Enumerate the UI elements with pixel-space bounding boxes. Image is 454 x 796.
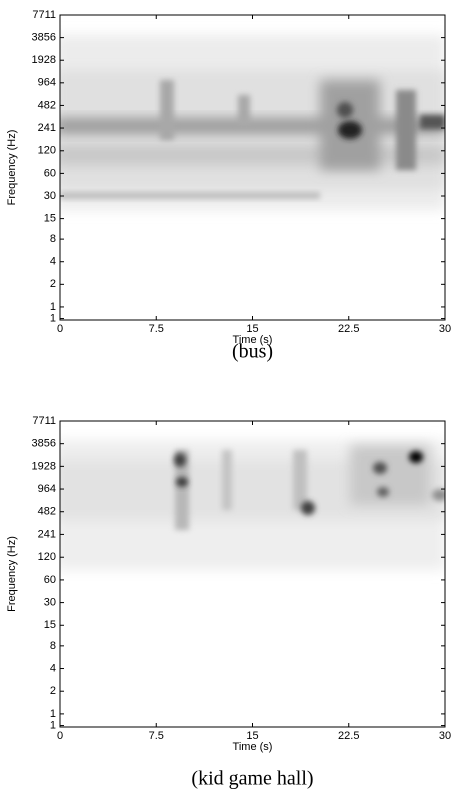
x-tick-label: 7.5: [149, 323, 164, 335]
caption: (kid game hall): [191, 768, 313, 790]
spectrogram-texture: [60, 440, 445, 570]
y-tick-label: 4: [50, 662, 56, 674]
y-tick-label: 30: [44, 596, 56, 608]
y-tick-label: 30: [44, 190, 56, 202]
x-tick-label: 30: [439, 730, 451, 742]
x-tick-label: 15: [246, 730, 258, 742]
x-axis-label: Time (s): [233, 334, 273, 346]
x-tick-label: 15: [246, 323, 258, 335]
y-tick-label: 241: [38, 122, 56, 134]
y-tick-label: 1928: [32, 54, 56, 66]
y-tick-label: 482: [38, 99, 56, 111]
y-tick-label: 964: [38, 483, 56, 495]
y-tick-label: 1: [50, 708, 56, 720]
y-tick-label: 60: [44, 167, 56, 179]
x-tick-label: 22.5: [338, 323, 359, 335]
y-tick-label: 3856: [32, 438, 56, 450]
x-tick-label: 0: [57, 323, 63, 335]
y-tick-label: 8: [50, 233, 56, 245]
y-axis-label: Frequency (Hz): [6, 130, 18, 206]
y-tick-label: 60: [44, 574, 56, 586]
y-tick-label: 7711: [32, 415, 56, 427]
spectrogram-texture: [60, 35, 445, 210]
y-tick-label: 2: [50, 278, 56, 290]
y-tick-label: 2: [50, 685, 56, 697]
y-tick-label: 482: [38, 506, 56, 518]
x-tick-label: 22.5: [338, 730, 359, 742]
y-tick-label: 15: [44, 619, 56, 631]
y-tick-label: 120: [38, 145, 56, 157]
y-axis-label: Frequency (Hz): [6, 536, 18, 612]
x-tick-label: 30: [439, 323, 451, 335]
y-tick-label: 1: [50, 312, 56, 324]
y-tick-label: 1: [50, 301, 56, 313]
y-tick-label: 15: [44, 213, 56, 225]
y-tick-label: 241: [38, 528, 56, 540]
y-tick-label: 1928: [32, 460, 56, 472]
y-tick-label: 4: [50, 256, 56, 268]
x-axis-label: Time (s): [233, 741, 273, 753]
y-tick-label: 7711: [32, 9, 56, 21]
y-tick-label: 120: [38, 551, 56, 563]
y-tick-label: 1: [50, 719, 56, 731]
caption: (bus): [232, 341, 273, 363]
y-tick-label: 964: [38, 77, 56, 89]
y-tick-label: 8: [50, 640, 56, 652]
x-tick-label: 7.5: [149, 730, 164, 742]
y-tick-label: 3856: [32, 32, 56, 44]
x-tick-label: 0: [57, 730, 63, 742]
